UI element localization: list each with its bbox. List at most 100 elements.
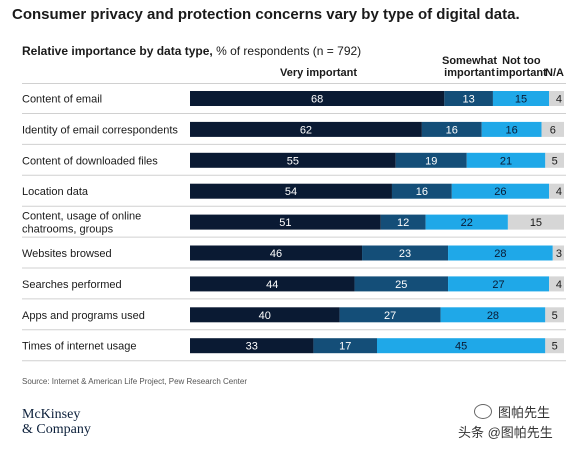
- category-label: Apps and programs used: [22, 310, 145, 322]
- data-label-very-important: 55: [287, 155, 299, 167]
- data-label-not-too-important: 27: [492, 279, 504, 291]
- bar-segment-very-important: [190, 91, 445, 106]
- bar-segment-not-too-important: [377, 338, 546, 354]
- header-not-too-important: Not too important: [496, 55, 547, 79]
- header-somewhat-line2: important: [444, 67, 495, 79]
- category-label: Identity of email correspondents: [22, 124, 178, 136]
- chart-subtitle: Relative importance by data type, % of r…: [22, 44, 361, 58]
- data-label-very-important: 44: [266, 279, 278, 291]
- data-label-very-important: 62: [300, 124, 312, 136]
- bar-segment-na: [545, 307, 564, 323]
- header-nottoo-line1: Not too: [502, 55, 541, 67]
- bar-segment-na: [545, 152, 564, 168]
- bar-segment-somewhat-important: [395, 152, 467, 168]
- bar-segment-very-important: [190, 183, 392, 199]
- data-label-very-important: 33: [246, 341, 258, 353]
- bar-segment-na: [549, 183, 564, 199]
- data-label-somewhat-important: 16: [446, 124, 458, 136]
- header-na: N/A: [545, 67, 564, 79]
- data-label-very-important: 51: [279, 217, 291, 229]
- data-label-not-too-important: 21: [500, 155, 512, 167]
- bar-segment-not-too-important: [448, 276, 550, 292]
- mckinsey-logo: McKinsey & Company: [22, 407, 91, 437]
- wechat-icon: [474, 404, 492, 419]
- bar-segment-na: [549, 276, 564, 292]
- data-label-na: 6: [550, 124, 556, 136]
- data-label-na: 4: [556, 186, 562, 198]
- header-very-important: Very important: [280, 67, 358, 79]
- category-label: Times of internet usage: [22, 341, 137, 353]
- bar-segment-very-important: [190, 276, 355, 292]
- category-label: Content of email: [22, 94, 102, 106]
- watermark-line1: 图帕先生: [474, 402, 550, 421]
- bar-segment-not-too-important: [440, 307, 546, 323]
- bar-segment-somewhat-important: [313, 338, 377, 354]
- data-label-very-important: 54: [285, 186, 297, 198]
- data-label-somewhat-important: 19: [425, 155, 437, 167]
- bar-segment-somewhat-important: [444, 91, 493, 106]
- data-label-not-too-important: 16: [506, 124, 518, 136]
- data-label-very-important: 46: [270, 248, 282, 260]
- data-label-not-too-important: 28: [487, 310, 499, 322]
- data-label-somewhat-important: 23: [399, 248, 411, 260]
- category-label: Websites browsed: [22, 248, 112, 260]
- bar-segment-not-too-important: [466, 152, 546, 168]
- chart-title: Consumer privacy and protection concerns…: [12, 6, 520, 23]
- data-label-na: 3: [556, 248, 562, 260]
- source-note: Source: Internet & American Life Project…: [22, 377, 247, 386]
- category-label: Content of downloaded files: [22, 155, 158, 167]
- data-label-not-too-important: 22: [461, 217, 473, 229]
- header-somewhat-important: Somewhat important: [442, 55, 497, 79]
- data-label-not-too-important: 28: [494, 248, 506, 260]
- header-nottoo-line2: important: [496, 67, 547, 79]
- data-label-somewhat-important: 12: [397, 217, 409, 229]
- watermark-text1: 图帕先生: [498, 405, 551, 420]
- category-label: Searches performed: [22, 279, 122, 291]
- data-label-na: 4: [556, 94, 562, 106]
- data-label-somewhat-important: 13: [463, 94, 475, 106]
- subtitle-rest: % of respondents (n = 792): [212, 44, 362, 58]
- category-label: Location data: [22, 186, 89, 198]
- bar-segment-na: [541, 121, 564, 137]
- data-label-not-too-important: 15: [515, 94, 527, 106]
- data-label-somewhat-important: 27: [384, 310, 396, 322]
- data-label-na: 15: [530, 217, 542, 229]
- bar-segment-somewhat-important: [362, 245, 449, 261]
- data-label-very-important: 40: [259, 310, 271, 322]
- data-label-somewhat-important: 17: [339, 341, 351, 353]
- bar-segment-not-too-important: [492, 91, 550, 106]
- bar-segment-somewhat-important: [421, 121, 482, 137]
- data-label-very-important: 68: [311, 94, 323, 106]
- bar-segment-na: [549, 91, 564, 106]
- bar-segment-very-important: [190, 214, 381, 230]
- bar-segment-very-important: [190, 338, 314, 354]
- bar-segment-not-too-important: [481, 121, 542, 137]
- watermark-line2: 头条 @图帕先生: [458, 425, 553, 440]
- bar-segment-very-important: [190, 121, 422, 137]
- bar-segment-somewhat-important: [391, 183, 452, 199]
- bar-segment-na: [552, 245, 564, 261]
- logo-line2: & Company: [22, 422, 91, 437]
- data-label-somewhat-important: 25: [395, 279, 407, 291]
- subtitle-bold: Relative importance by data type,: [22, 44, 213, 58]
- bar-segment-na: [507, 214, 564, 230]
- bar-segment-somewhat-important: [339, 307, 441, 323]
- header-somewhat-line1: Somewhat: [442, 55, 498, 67]
- data-label-na: 5: [552, 310, 558, 322]
- data-label-somewhat-important: 16: [416, 186, 428, 198]
- bar-segment-somewhat-important: [354, 276, 449, 292]
- bar-segment-not-too-important: [425, 214, 508, 230]
- logo-line1: McKinsey: [22, 407, 81, 422]
- bar-segment-very-important: [190, 307, 340, 323]
- category-label: Content, usage of online chatrooms, group…: [22, 211, 141, 236]
- data-label-na: 4: [556, 279, 562, 291]
- data-label-na: 5: [552, 341, 558, 353]
- bar-segment-na: [545, 338, 564, 354]
- data-label-not-too-important: 45: [455, 341, 467, 353]
- data-label-na: 5: [552, 155, 558, 167]
- bar-segment-somewhat-important: [380, 214, 426, 230]
- bar-segment-not-too-important: [448, 245, 553, 261]
- bar-segment-not-too-important: [451, 183, 550, 199]
- data-label-not-too-important: 26: [494, 186, 506, 198]
